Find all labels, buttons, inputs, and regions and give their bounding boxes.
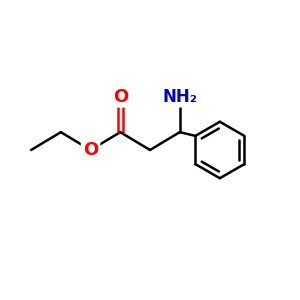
Text: O: O [83, 141, 98, 159]
Text: NH₂: NH₂ [162, 88, 197, 106]
Text: O: O [113, 88, 128, 106]
